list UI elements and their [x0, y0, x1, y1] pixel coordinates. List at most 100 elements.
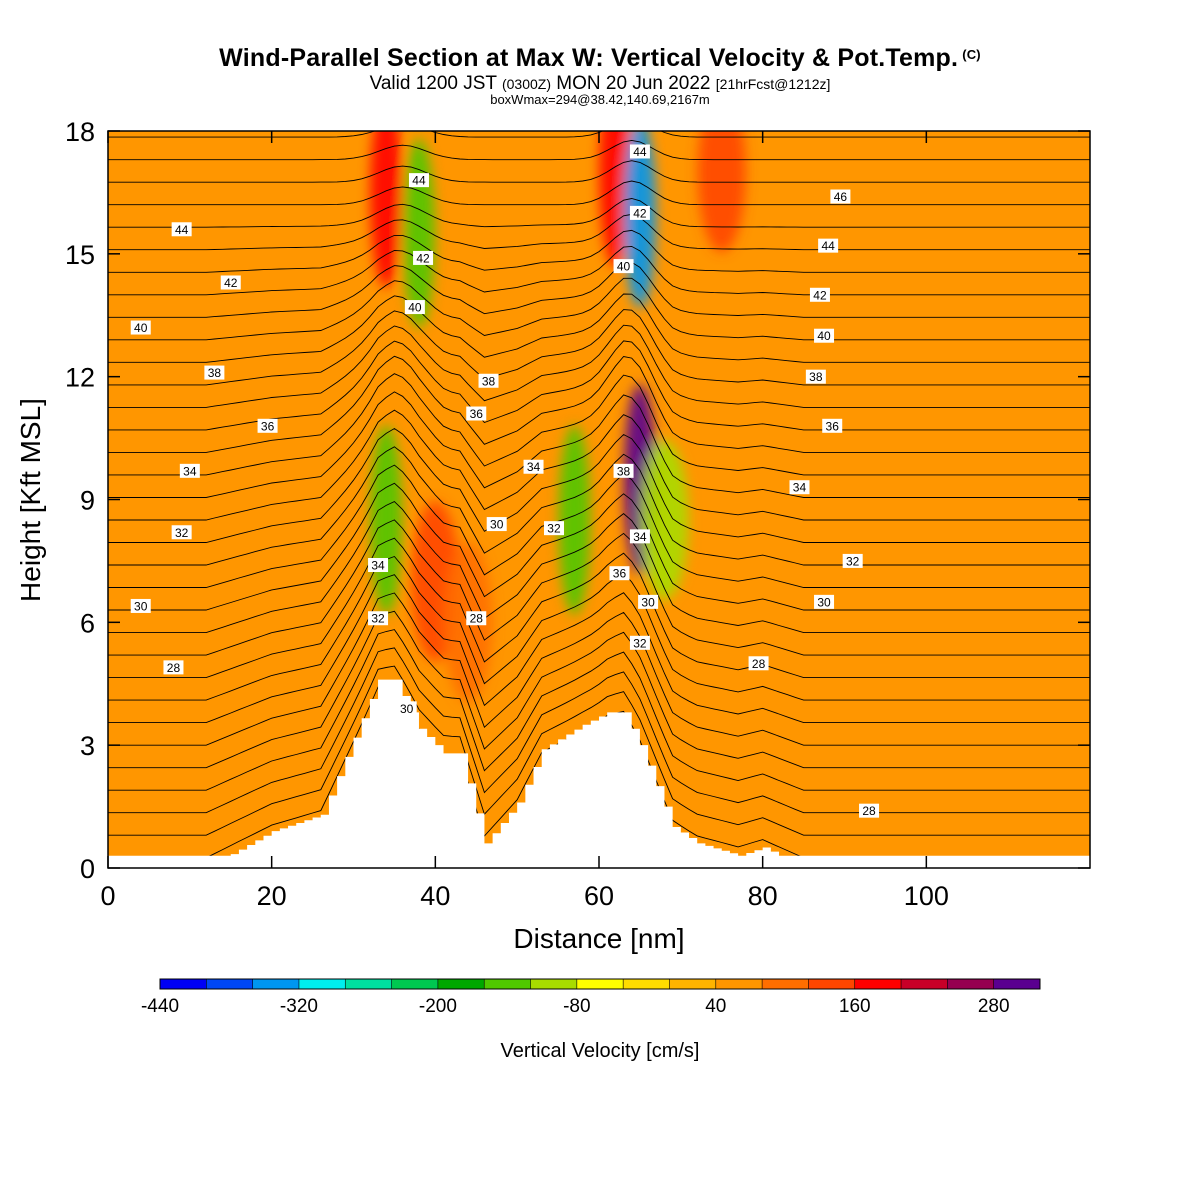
- contour-label-text: 42: [813, 288, 827, 302]
- contour-label: 32: [842, 553, 863, 568]
- contour-label: 28: [859, 803, 880, 818]
- contour-label-bg: [466, 406, 487, 421]
- contour-label: 36: [466, 406, 487, 421]
- contour-label-bg: [204, 365, 225, 380]
- theta-contour-line: [108, 574, 1090, 724]
- contour-label-text: 44: [412, 174, 426, 188]
- colorbar-title: Vertical Velocity [cm/s]: [501, 1040, 700, 1062]
- colorbar-swatch: [345, 979, 393, 989]
- theta-contour-line: [108, 610, 1090, 769]
- contour-label-text: 44: [175, 223, 189, 237]
- colorbar-swatch: [160, 979, 207, 989]
- theta-contour-line: [108, 139, 1090, 161]
- contour-label: 38: [805, 369, 826, 384]
- contour-label-text: 34: [633, 530, 647, 544]
- contour-label-text: 30: [817, 595, 831, 609]
- colorbar-label: 160: [839, 996, 871, 1017]
- contour-label: 38: [204, 365, 225, 380]
- contour-label-text: 30: [134, 599, 148, 613]
- contour-label: 32: [629, 635, 650, 650]
- contour-label: 30: [396, 701, 417, 716]
- contour-label-text: 46: [834, 190, 848, 204]
- contour-label: 30: [486, 517, 507, 532]
- valid-utc: (0300Z): [501, 76, 552, 92]
- contour-label: 32: [171, 525, 192, 540]
- contour-label-bg: [257, 418, 278, 433]
- contour-label-text: 42: [633, 206, 647, 220]
- contour-label: 28: [163, 660, 184, 675]
- contour-label-bg: [466, 611, 487, 626]
- colorbar-swatch: [298, 979, 346, 989]
- x-tick-label: 80: [748, 881, 778, 911]
- colorbar-swatch: [391, 979, 439, 989]
- contour-label: 42: [809, 287, 830, 302]
- x-tick-label: 100: [904, 881, 949, 911]
- contour-label-text: 38: [208, 366, 222, 380]
- velocity-feature: [558, 424, 591, 615]
- theta-contour-line: [108, 198, 1090, 228]
- contour-label: 36: [609, 566, 630, 581]
- colorbar-swatch: [437, 979, 485, 989]
- colorbar-label: 280: [978, 996, 1010, 1017]
- contour-label-bg: [638, 594, 659, 609]
- theta-contour-line: [108, 180, 1090, 206]
- theta-contour-line: [108, 446, 1090, 566]
- theta-contour-line: [108, 592, 1090, 746]
- colorbar-swatch: [947, 979, 995, 989]
- contour-label-text: 32: [175, 526, 189, 540]
- theta-contour-line: [108, 261, 1090, 318]
- contour-label-text: 40: [617, 260, 631, 274]
- colorbar-label: -200: [419, 996, 457, 1017]
- contour-label-text: 36: [261, 419, 275, 433]
- theta-contour-line: [108, 355, 1090, 453]
- contour-label-bg: [748, 656, 769, 671]
- chart-title-text: Wind-Parallel Section at Max W: Vertical…: [219, 44, 959, 72]
- colorbar-swatch: [901, 979, 948, 989]
- contour-label: 42: [413, 250, 434, 265]
- contour-label-text: 28: [167, 661, 181, 675]
- contour-label-text: 28: [752, 657, 766, 671]
- theta-contour-line: [108, 160, 1090, 183]
- colorbar-swatch: [669, 979, 717, 989]
- contour-label-bg: [130, 320, 151, 335]
- contour-label-bg: [629, 144, 650, 159]
- contour-label-bg: [789, 480, 810, 495]
- y-axis-title: Height [Kft MSL]: [15, 398, 46, 602]
- x-tick-label: 40: [420, 881, 450, 911]
- x-tick-label: 0: [100, 881, 115, 911]
- x-axis-title: Distance [nm]: [513, 923, 684, 954]
- theta-contour-line: [108, 293, 1090, 363]
- contour-label-bg: [818, 238, 839, 253]
- velocity-feature: [640, 439, 689, 600]
- contour-label-text: 44: [633, 145, 647, 159]
- contour-label: 38: [478, 373, 499, 388]
- colorbar-swatch: [623, 979, 670, 989]
- colorbar-frame: [159, 978, 1041, 990]
- colorbar-swatch: [762, 979, 809, 989]
- contour-label-bg: [822, 418, 843, 433]
- contour-label: 46: [830, 189, 851, 204]
- contour-label-text: 32: [633, 636, 647, 650]
- contour-label-bg: [613, 463, 634, 478]
- contour-label-text: 28: [862, 804, 876, 818]
- contour-label: 44: [818, 238, 839, 253]
- terrain-mask: [108, 679, 1090, 868]
- theta-contour-line: [108, 537, 1090, 679]
- contour-label-bg: [523, 459, 544, 474]
- contour-label-bg: [609, 566, 630, 581]
- contour-label-text: 38: [617, 464, 631, 478]
- contour-label-text: 38: [482, 374, 496, 388]
- contour-label-bg: [163, 660, 184, 675]
- contour-label: 44: [171, 222, 192, 237]
- contour-label-text: 42: [416, 251, 430, 265]
- theta-contour-line: [108, 277, 1090, 341]
- contour-label: 30: [130, 598, 151, 613]
- theta-contour-line: [108, 309, 1090, 386]
- theta-contour-line: [108, 519, 1090, 656]
- contour-label-text: 38: [809, 370, 823, 384]
- contour-label: 40: [130, 320, 151, 335]
- valid-date: MON 20 Jun 2022: [556, 73, 711, 94]
- contour-label-bg: [220, 275, 241, 290]
- contour-label: 44: [408, 173, 429, 188]
